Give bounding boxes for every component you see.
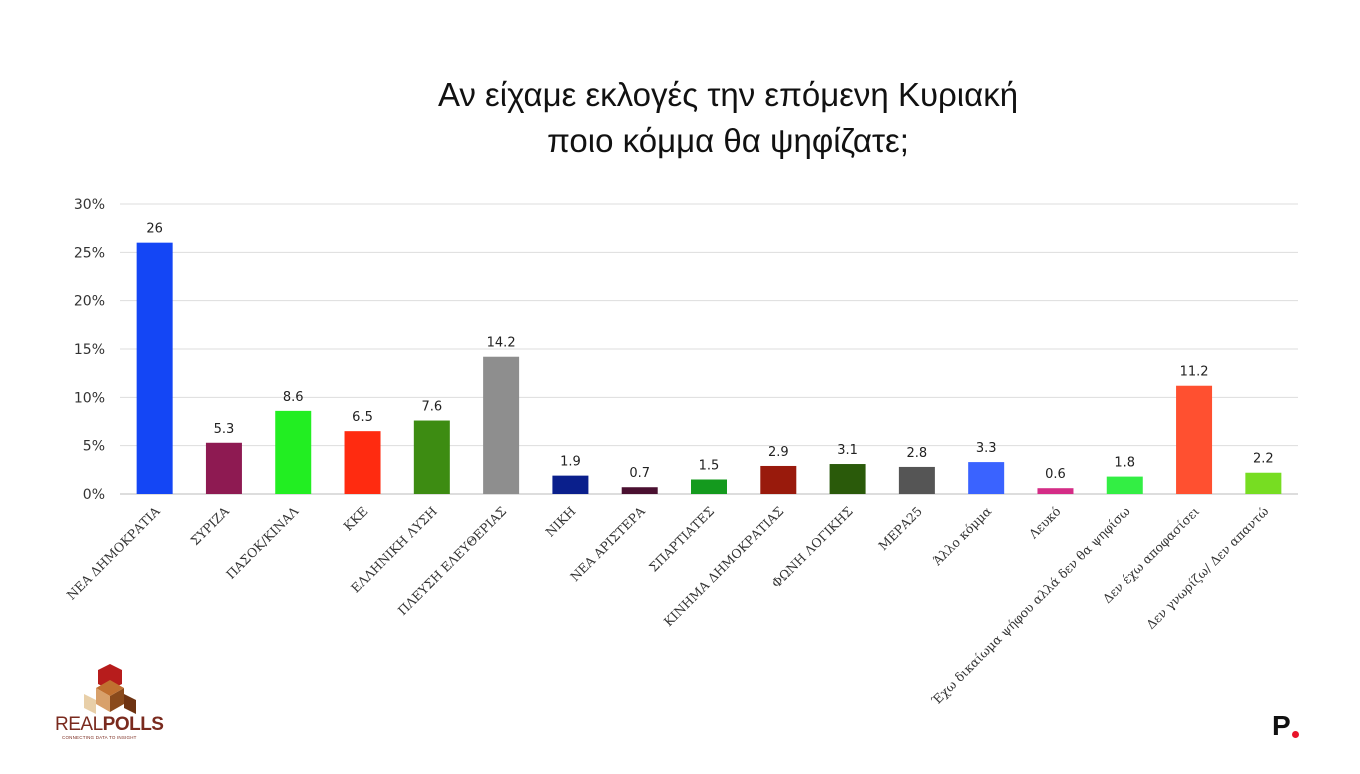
data-label: 14.2 bbox=[487, 336, 516, 351]
category-label: ΠΑΣΟΚ/ΚΙΝΑΛ bbox=[223, 503, 302, 582]
category-label: ΜΕΡΑ25 bbox=[875, 504, 925, 554]
data-label: 7.6 bbox=[421, 400, 442, 415]
realpolls-logo-icon bbox=[84, 664, 136, 714]
bar bbox=[1245, 472, 1282, 494]
bar bbox=[1176, 385, 1213, 494]
bar bbox=[898, 466, 935, 494]
bar bbox=[552, 475, 589, 494]
bars bbox=[136, 242, 1282, 494]
data-label: 1.5 bbox=[699, 459, 720, 474]
y-axis-ticks: 0% 5% 10% 15% 20% 25% 30% bbox=[74, 197, 105, 503]
y-tick-label: 25% bbox=[74, 245, 105, 261]
data-label: 11.2 bbox=[1180, 365, 1209, 380]
data-labels: 26 5.3 8.6 6.5 7.6 14.2 1.9 0.7 1.5 2.9 3.1 2.8 3.3 0… bbox=[146, 222, 1273, 483]
bar bbox=[760, 465, 797, 494]
logo-tagline: CONNECTING DATA TO INSIGHT bbox=[62, 735, 137, 740]
data-label: 0.6 bbox=[1045, 467, 1066, 482]
data-label: 26 bbox=[146, 222, 163, 237]
logo-word-real: REAL bbox=[55, 714, 103, 735]
brand-mark: P bbox=[1272, 710, 1291, 741]
y-tick-label: 5% bbox=[83, 439, 105, 455]
y-tick-label: 0% bbox=[83, 487, 105, 503]
bar bbox=[136, 242, 173, 494]
category-label: ΣΠΑΡΤΙΑΤΕΣ bbox=[646, 504, 717, 575]
logo-word-polls: POLLS bbox=[102, 714, 164, 735]
category-label: Άλλο κόμμα bbox=[929, 503, 995, 569]
data-label: 3.1 bbox=[837, 443, 858, 458]
chart-title: Αν είχαμε εκλογές την επόμενη Κυριακή πο… bbox=[0, 72, 1360, 164]
category-label: ΣΥΡΙΖΑ bbox=[187, 503, 232, 548]
y-tick-label: 20% bbox=[74, 294, 105, 310]
category-label: ΝΕΑ ΑΡΙΣΤΕΡΑ bbox=[567, 503, 648, 584]
category-label: Λευκό bbox=[1025, 504, 1064, 543]
bar bbox=[968, 462, 1005, 494]
data-label: 2.2 bbox=[1253, 452, 1274, 467]
data-label: 2.8 bbox=[907, 446, 928, 461]
data-label: 1.8 bbox=[1114, 456, 1135, 471]
data-label: 2.9 bbox=[768, 445, 789, 460]
data-label: 6.5 bbox=[352, 410, 373, 425]
category-label: ΚΚΕ bbox=[340, 504, 370, 534]
bar bbox=[413, 420, 450, 494]
data-label: 0.7 bbox=[629, 466, 650, 481]
bar bbox=[621, 487, 658, 494]
bar bbox=[205, 442, 242, 494]
chart-title-line-2: ποιο κόμμα θα ψηφίζατε; bbox=[547, 122, 909, 159]
data-label: 3.3 bbox=[976, 441, 997, 456]
y-tick-label: 30% bbox=[74, 197, 105, 213]
y-tick-label: 15% bbox=[74, 342, 105, 358]
bar bbox=[829, 464, 866, 494]
category-label: ΚΙΝΗΜΑ ΔΗΜΟΚΡΑΤΙΑΣ bbox=[661, 504, 787, 630]
bar bbox=[1106, 476, 1143, 494]
data-label: 5.3 bbox=[214, 422, 235, 437]
category-label: Δεν γνωρίζω/ Δεν απαντώ bbox=[1143, 504, 1271, 632]
category-label: ΝΙΚΗ bbox=[542, 503, 578, 539]
bar bbox=[1037, 488, 1074, 494]
brand-dot-icon bbox=[1292, 731, 1299, 738]
bar bbox=[483, 356, 520, 494]
data-label: 8.6 bbox=[283, 390, 304, 405]
bar bbox=[275, 410, 312, 494]
data-label: 1.9 bbox=[560, 455, 581, 470]
logo-wordmark: REALPOLLS bbox=[55, 714, 164, 736]
bar bbox=[344, 431, 381, 494]
gridlines bbox=[120, 203, 1298, 495]
category-label: ΝΕΑ ΔΗΜΟΚΡΑΤΙΑ bbox=[64, 503, 164, 603]
y-tick-label: 10% bbox=[74, 390, 105, 406]
chart-title-line-1: Αν είχαμε εκλογές την επόμενη Κυριακή bbox=[437, 76, 1019, 113]
bar bbox=[691, 479, 727, 494]
